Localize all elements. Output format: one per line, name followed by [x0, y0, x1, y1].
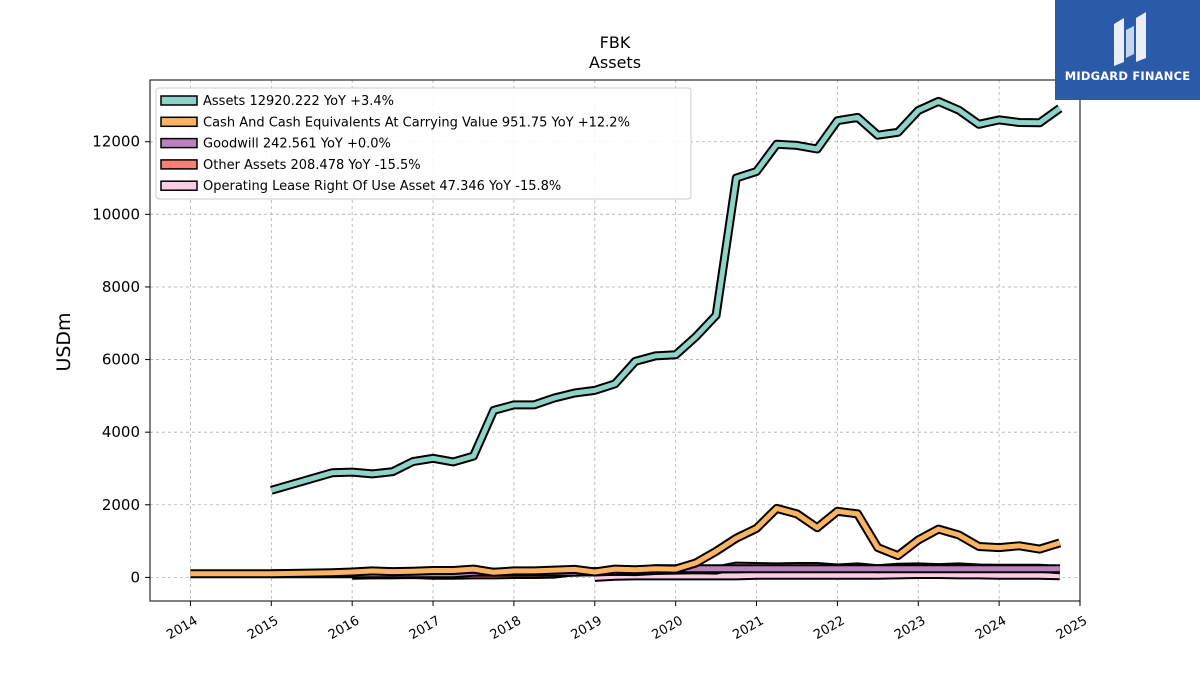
legend-swatch — [160, 159, 198, 170]
y-tick-label: 0 — [130, 568, 140, 586]
series-line — [594, 572, 1060, 580]
legend-entry: Other Assets 208.478 YoY -15.5% — [203, 158, 421, 173]
y-tick-label: 10000 — [92, 205, 140, 223]
series-line — [270, 98, 1062, 493]
legend-swatch — [160, 180, 198, 191]
x-tick-label: 2016 — [326, 613, 362, 643]
x-tick-label: 2018 — [488, 613, 524, 643]
series-layer — [190, 96, 1063, 582]
legend-entry: Operating Lease Right Of Use Asset 47.34… — [203, 179, 561, 194]
y-tick-label: 6000 — [102, 351, 140, 369]
chart-title: FBK — [600, 33, 631, 52]
x-tick-label: 2020 — [649, 613, 685, 643]
x-tick-label: 2023 — [892, 613, 928, 643]
legend-box — [155, 87, 692, 200]
y-tick-label: 12000 — [92, 133, 140, 151]
y-tick-label: 8000 — [102, 278, 140, 296]
x-tick-label: 2017 — [407, 613, 443, 643]
legend-entry: Cash And Cash Equivalents At Carrying Va… — [203, 115, 630, 130]
legend-swatch — [160, 137, 198, 149]
x-tick-label: 2014 — [164, 613, 200, 643]
legend: Assets 12920.222 YoY +3.4% Cash And Cash … — [155, 87, 692, 200]
x-tick-label: 2025 — [1054, 613, 1090, 643]
series-line — [190, 505, 1061, 577]
brand-mark-icon — [1114, 12, 1146, 66]
plot-frame — [149, 79, 1081, 602]
legend-swatch — [160, 116, 198, 128]
legend-entry: Assets 12920.222 YoY +3.4% — [203, 94, 394, 109]
y-tick-label: 4000 — [102, 423, 140, 441]
legend-entry: Goodwill 242.561 YoY +0.0% — [203, 137, 391, 152]
x-tick-label: 2021 — [730, 613, 766, 643]
brand-logo-text: MIDGARD FINANCE — [1064, 69, 1191, 83]
brand-logo: MIDGARD FINANCE — [1055, 0, 1200, 100]
chart-subtitle: Assets — [589, 53, 641, 72]
y-tick-label: 2000 — [102, 496, 140, 514]
x-tick-label: 2022 — [811, 613, 847, 643]
x-tick-label: 2019 — [569, 613, 605, 643]
x-tick-label: 2024 — [973, 613, 1009, 643]
y-axis-label: USDm — [53, 312, 75, 371]
x-tick-label: 2015 — [245, 613, 281, 643]
legend-swatch — [160, 95, 198, 106]
